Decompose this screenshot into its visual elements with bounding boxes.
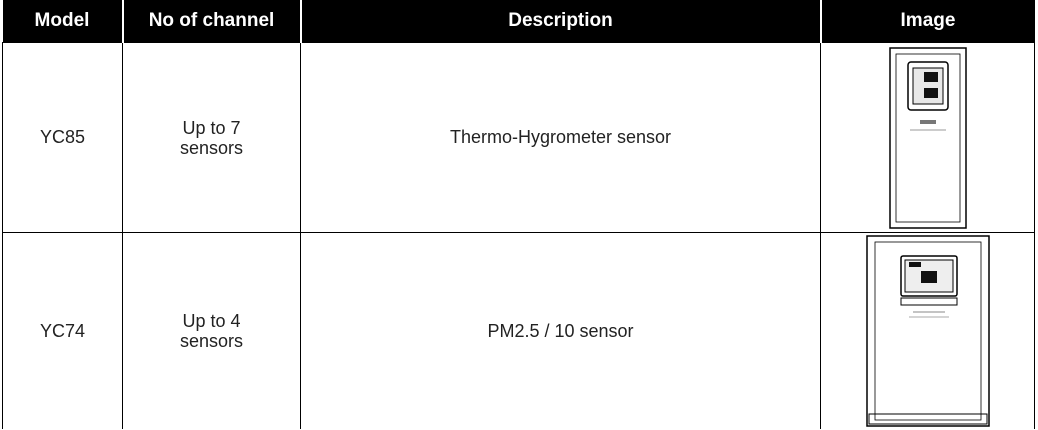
- image-cell: [821, 233, 1035, 430]
- header-cell: Image: [821, 0, 1035, 43]
- header-cell: Model: [3, 0, 123, 43]
- channel-cell: Up to 7 sensors: [123, 43, 301, 233]
- header-row: Model No of channel Description Image: [3, 0, 1035, 43]
- channel-text: Up to 4 sensors: [157, 311, 267, 351]
- channel-text: Up to 7 sensors: [157, 118, 267, 158]
- description-cell: PM2.5 / 10 sensor: [301, 233, 821, 430]
- sensor-image: [888, 46, 968, 230]
- model-cell: YC74: [3, 233, 123, 430]
- description-cell: Thermo-Hygrometer sensor: [301, 43, 821, 233]
- header-cell: Description: [301, 0, 821, 43]
- channel-cell: Up to 4 sensors: [123, 233, 301, 430]
- sensor-table: Model No of channel Description Image YC…: [2, 0, 1035, 429]
- sensor-image: [865, 234, 991, 428]
- model-cell: YC85: [3, 43, 123, 233]
- header-cell: No of channel: [123, 0, 301, 43]
- image-cell: [821, 43, 1035, 233]
- table-row: YC85 Up to 7 sensors Thermo-Hygrometer s…: [3, 43, 1035, 233]
- page: Model No of channel Description Image YC…: [0, 0, 1038, 430]
- table-row: YC74 Up to 4 sensors PM2.5 / 10 sensor: [3, 233, 1035, 430]
